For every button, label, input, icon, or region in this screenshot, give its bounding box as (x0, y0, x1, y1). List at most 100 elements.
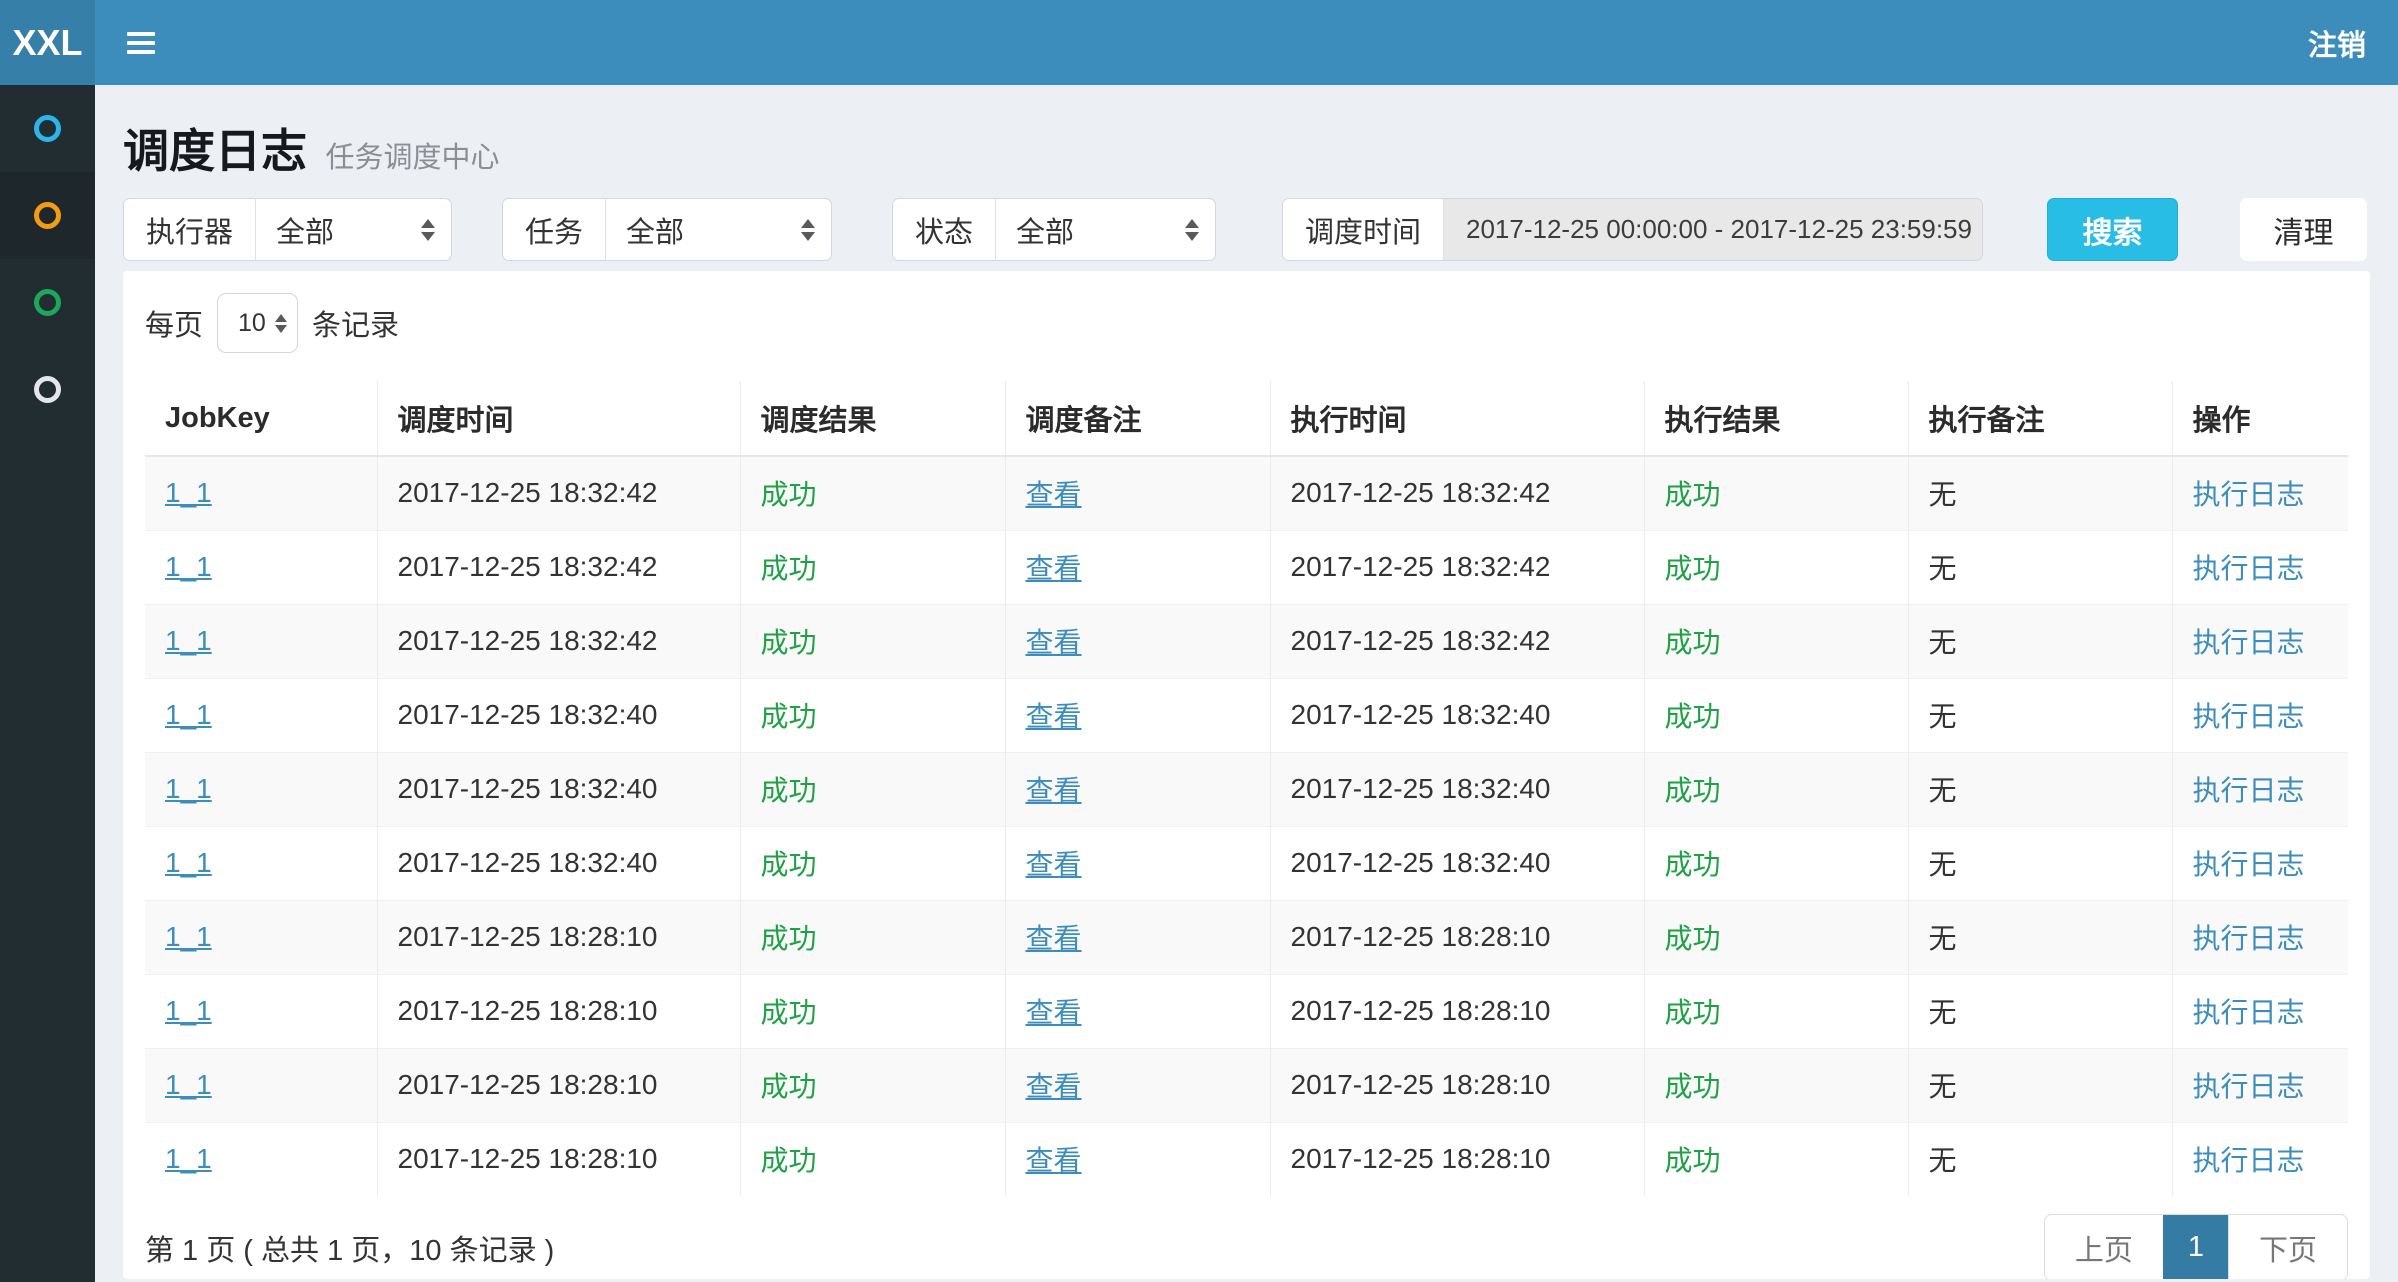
handle-result-cell: 成功 (1664, 997, 1721, 1028)
exec-log-link-wrap: 执行日志 (2171, 825, 2348, 900)
job-filter-label: 任务 (503, 199, 607, 260)
jobkey-link[interactable]: 1_1 (165, 773, 212, 804)
trigger-msg-link[interactable]: 查看 (1025, 923, 1082, 954)
handle-msg-cell-wrap: 无 (1907, 1047, 2172, 1122)
handle-msg-cell-wrap: 无 (1907, 677, 2172, 752)
circle-outline-icon (34, 202, 61, 229)
table-footer: 第 1 页 ( 总共 1 页，10 条记录 ) 上页 1 下页 (145, 1214, 2348, 1279)
jobkey-link[interactable]: 1_1 (165, 921, 212, 952)
exec-log-link[interactable]: 执行日志 (2192, 479, 2305, 511)
jobkey-link[interactable]: 1_1 (165, 477, 212, 509)
trigger-msg-link[interactable]: 查看 (1025, 627, 1082, 658)
logout-link[interactable]: 注销 (2307, 29, 2366, 62)
jobkey-link[interactable]: 1_1 (165, 847, 212, 878)
search-button[interactable]: 搜索 (2047, 198, 2178, 261)
select-arrows-icon (421, 218, 435, 241)
handle-msg-cell-wrap: 无 (1907, 899, 2172, 974)
clean-button[interactable]: 清理 (2240, 198, 2367, 261)
sidebar-toggle-button[interactable] (123, 24, 159, 62)
handle-msg-cell: 无 (1928, 775, 1957, 806)
trigger-msg-link[interactable]: 查看 (1025, 701, 1082, 732)
handle-result-cell: 成功 (1664, 775, 1721, 806)
prev-page-button[interactable]: 上页 (2044, 1215, 2163, 1279)
status-select[interactable]: 全部 (996, 199, 1215, 260)
exec-log-link[interactable]: 执行日志 (2192, 553, 2305, 584)
page-header: 调度日志 任务调度中心 (123, 85, 2370, 177)
exec-log-link[interactable]: 执行日志 (2192, 627, 2305, 658)
current-page-button[interactable]: 1 (2162, 1215, 2228, 1279)
trigger-msg-link-wrap: 查看 (1004, 751, 1270, 826)
handle-msg-cell: 无 (1928, 1145, 1957, 1177)
table-row: 1_1 2017-12-25 18:32:42 成功 查看 2017-12-25 18:… (145, 603, 2348, 678)
table-row: 1_1 2017-12-25 18:28:10 成功 查看 2017-12-25 18:… (145, 899, 2348, 974)
column-header: 调度时间 (376, 381, 740, 457)
trigger-msg-link[interactable]: 查看 (1025, 1145, 1082, 1177)
trigger-result-cell-wrap: 成功 (739, 1121, 1005, 1196)
exec-log-link[interactable]: 执行日志 (2192, 1145, 2305, 1177)
column-header: 调度结果 (739, 381, 1005, 457)
exec-log-link[interactable]: 执行日志 (2192, 701, 2305, 732)
app-logo[interactable]: XXL (0, 0, 95, 85)
trigger-msg-link[interactable]: 查看 (1025, 1071, 1082, 1102)
trigger-result-cell: 成功 (760, 1145, 817, 1177)
exec-log-link[interactable]: 执行日志 (2192, 775, 2305, 806)
page-size-prefix: 每页 (145, 310, 204, 342)
trigger-msg-link[interactable]: 查看 (1025, 997, 1082, 1028)
trigger-result-cell: 成功 (760, 775, 817, 806)
handle-result-cell: 成功 (1664, 849, 1721, 880)
jobkey-link-wrap: 1_1 (145, 455, 377, 530)
handle-time-cell: 2017-12-25 18:32:42 (1290, 551, 1551, 582)
jobkey-link[interactable]: 1_1 (165, 1069, 212, 1100)
jobkey-link[interactable]: 1_1 (165, 995, 212, 1026)
handle-result-cell-wrap: 成功 (1643, 1047, 1908, 1122)
jobkey-link[interactable]: 1_1 (165, 625, 212, 656)
handle-result-cell-wrap: 成功 (1643, 1121, 1908, 1196)
handle-msg-cell: 无 (1928, 1071, 1957, 1102)
handle-result-cell: 成功 (1664, 553, 1721, 584)
job-select[interactable]: 全部 (606, 199, 831, 260)
jobkey-link[interactable]: 1_1 (165, 551, 212, 582)
trigger-result-cell: 成功 (760, 553, 817, 584)
trigger-time-cell: 2017-12-25 18:32:40 (397, 773, 658, 804)
column-header: 执行结果 (1643, 381, 1908, 457)
handle-time-cell-wrap: 2017-12-25 18:28:10 (1269, 899, 1644, 974)
jobkey-link-wrap: 1_1 (145, 677, 377, 752)
sidebar-item-3[interactable] (0, 259, 95, 346)
trigger-msg-link[interactable]: 查看 (1025, 849, 1082, 880)
select-arrows-icon (275, 313, 288, 333)
exec-log-link[interactable]: 执行日志 (2192, 849, 2305, 880)
trigger-msg-link[interactable]: 查看 (1025, 479, 1082, 511)
trigger-msg-link-wrap: 查看 (1004, 899, 1270, 974)
executor-select[interactable]: 全部 (256, 199, 451, 260)
trigger-time-cell: 2017-12-25 18:28:10 (397, 995, 658, 1026)
handle-msg-cell-wrap: 无 (1907, 603, 2172, 678)
page-size-control: 每页 10 条记录 (145, 293, 2348, 353)
exec-log-link[interactable]: 执行日志 (2192, 997, 2305, 1028)
trigger-msg-link-wrap: 查看 (1004, 455, 1270, 530)
page-size-select[interactable]: 10 (217, 293, 299, 353)
jobkey-link[interactable]: 1_1 (165, 699, 212, 730)
jobkey-link[interactable]: 1_1 (165, 1143, 212, 1175)
hamburger-icon (127, 31, 155, 54)
sidebar-item-4[interactable] (0, 346, 95, 433)
handle-time-cell: 2017-12-25 18:32:42 (1290, 477, 1551, 509)
trigger-msg-link[interactable]: 查看 (1025, 775, 1082, 806)
trigger-time-range-input[interactable]: 2017-12-25 00:00:00 - 2017-12-25 23:59:5… (1444, 199, 1982, 260)
sidebar-item-2[interactable] (0, 172, 95, 259)
handle-result-cell: 成功 (1664, 479, 1721, 511)
sidebar-item-1[interactable] (0, 85, 95, 172)
executor-select-value: 全部 (276, 216, 335, 249)
handle-time-cell-wrap: 2017-12-25 18:32:40 (1269, 677, 1644, 752)
handle-msg-cell: 无 (1928, 849, 1957, 880)
trigger-msg-link-wrap: 查看 (1004, 603, 1270, 678)
exec-log-link-wrap: 执行日志 (2171, 455, 2348, 530)
trigger-time-cell: 2017-12-25 18:32:40 (397, 847, 658, 878)
exec-log-link-wrap: 执行日志 (2171, 529, 2348, 604)
exec-log-link[interactable]: 执行日志 (2192, 1071, 2305, 1102)
next-page-button[interactable]: 下页 (2227, 1215, 2347, 1279)
trigger-msg-link[interactable]: 查看 (1025, 553, 1082, 584)
pagination-summary: 第 1 页 ( 总共 1 页，10 条记录 ) (145, 1234, 555, 1267)
exec-log-link-wrap: 执行日志 (2171, 751, 2348, 826)
executor-filter-group: 执行器 全部 (123, 198, 452, 261)
exec-log-link[interactable]: 执行日志 (2192, 923, 2305, 954)
